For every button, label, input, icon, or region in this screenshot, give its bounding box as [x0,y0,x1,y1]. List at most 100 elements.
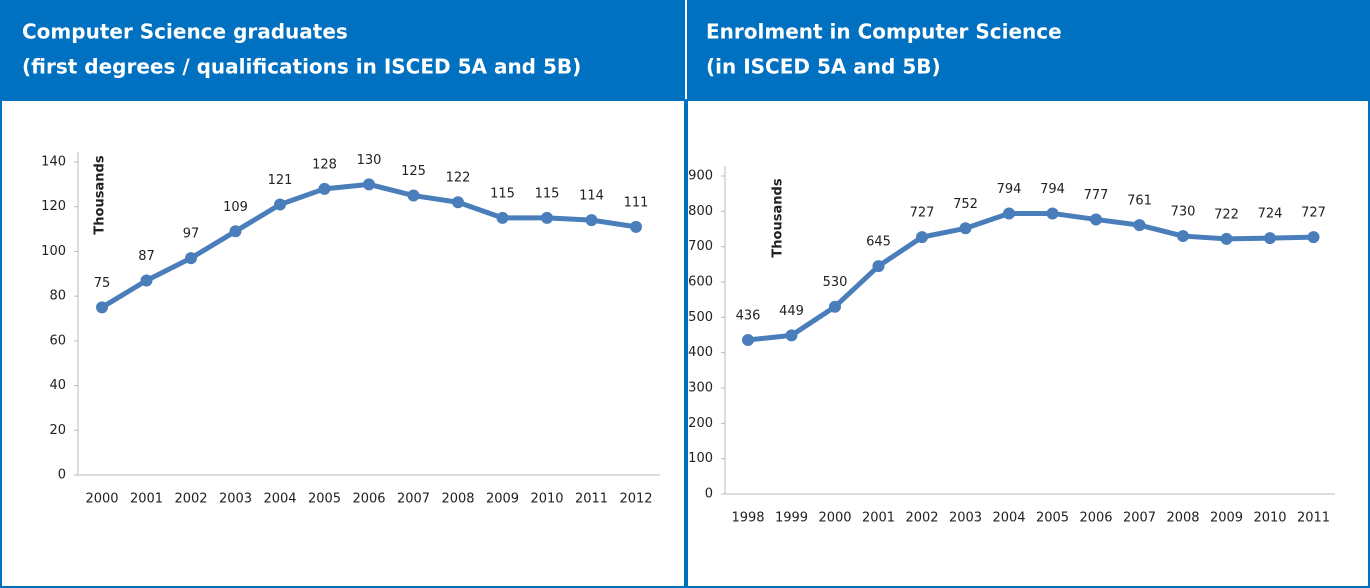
data-label: 449 [779,304,804,319]
x-tick-label: 2005 [1036,511,1069,526]
data-label: 794 [1040,182,1065,197]
y-tick-label: 0 [705,487,713,502]
data-point [96,301,108,314]
data-label: 761 [1127,194,1152,209]
y-tick-label: 80 [49,289,66,304]
data-label: 794 [997,182,1022,197]
y-axis-label: Thousands [771,178,786,257]
data-label: 111 [624,195,649,210]
data-point [916,231,928,244]
data-label: 115 [535,186,560,201]
y-tick-label: 20 [49,423,66,438]
data-point [1090,213,1102,226]
data-label: 722 [1214,207,1239,222]
x-tick-label: 2010 [1253,511,1286,526]
x-tick-label: 2003 [219,492,252,507]
y-tick-label: 600 [688,275,713,290]
x-tick-label: 2001 [862,511,895,526]
y-tick-label: 300 [688,381,713,396]
y-tick-label: 100 [688,451,713,466]
data-label: 128 [312,157,337,172]
data-label: 75 [94,276,111,291]
panel [0,99,686,588]
data-label: 121 [268,173,293,188]
data-point [1003,207,1015,220]
data-line [747,210,1314,343]
data-line [100,181,637,310]
data-point [585,214,598,227]
x-tick-label: 2002 [174,492,207,507]
x-tick-label: 2003 [949,511,982,526]
x-tick-label: 2008 [1166,511,1199,526]
x-tick-label: 2008 [441,492,474,507]
y-tick-label: 200 [688,416,713,431]
y-tick-label: 900 [688,169,713,184]
data-label: 130 [357,153,382,168]
data-label: 114 [579,189,604,204]
x-tick-label: 2007 [1123,511,1156,526]
x-tick-label: 2011 [575,492,608,507]
data-point [1177,230,1189,243]
x-tick-label: 2010 [530,492,563,507]
data-point [407,189,420,202]
y-tick-label: 0 [58,468,66,483]
data-label: 645 [866,235,891,250]
x-tick-label: 2000 [818,511,851,526]
y-axis-label: Thousands [93,155,108,234]
y-tick-label: 140 [41,155,66,170]
data-label: 109 [223,200,248,215]
x-tick-label: 2012 [619,492,652,507]
data-point [496,211,509,224]
data-label: 97 [183,227,200,242]
x-tick-label: 2006 [352,492,385,507]
data-point [541,211,553,224]
data-point [185,252,197,265]
y-tick-label: 500 [688,310,713,325]
panel [686,99,1370,588]
x-tick-label: 1998 [731,511,764,526]
y-tick-label: 120 [41,199,66,214]
data-point [1220,232,1233,245]
x-tick-label: 1999 [775,511,808,526]
panel-subtitle: (first degrees / qualifications in ISCED… [22,55,581,79]
panel-subtitle: (in ISCED 5A and 5B) [706,55,941,79]
x-tick-label: 2009 [486,492,519,507]
data-point [829,300,841,313]
y-tick-label: 400 [688,345,713,360]
y-tick-label: 700 [688,239,713,254]
panel-title: Enrolment in Computer Science [706,20,1062,44]
data-point [318,182,331,195]
data-label: 87 [138,249,155,264]
data-label: 436 [736,308,761,323]
x-tick-label: 2011 [1297,511,1330,526]
data-point [785,329,798,342]
data-label: 752 [953,197,978,212]
data-label: 115 [490,186,515,201]
y-tick-label: 800 [688,204,713,219]
data-point [1307,231,1320,244]
x-tick-label: 2004 [263,492,296,507]
y-tick-label: 40 [49,378,66,393]
data-label: 730 [1171,205,1196,220]
data-label: 122 [446,171,471,186]
data-point [363,178,375,191]
data-point [959,222,972,235]
data-label: 530 [823,275,848,290]
data-point [630,220,642,233]
data-point [742,333,754,346]
x-tick-label: 2004 [992,511,1025,526]
x-tick-label: 2007 [397,492,430,507]
panel-title: Computer Science graduates [22,20,348,44]
y-tick-label: 60 [49,333,66,348]
data-point [140,274,153,287]
data-label: 125 [401,164,426,179]
x-tick-label: 2001 [130,492,163,507]
data-label: 777 [1084,188,1109,203]
data-label: 727 [1301,206,1326,221]
data-label: 724 [1258,207,1283,222]
y-tick-label: 100 [41,244,66,259]
data-point [229,225,242,238]
data-point [1264,232,1276,245]
data-point [872,260,885,273]
